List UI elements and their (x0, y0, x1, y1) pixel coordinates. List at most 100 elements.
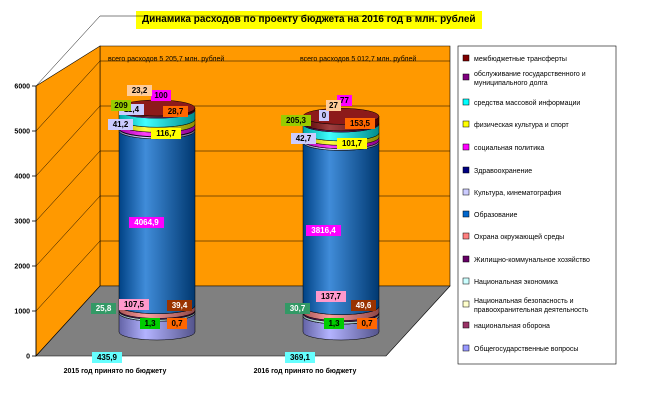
legend-label: Жилищно-коммунальное хозяйство (474, 256, 590, 264)
value-label-национальная-экономика-1: 39,4 (167, 300, 192, 311)
legend-item-общегосударственные-вопросы: Общегосударственные вопросы (462, 344, 578, 353)
value-label-bg (316, 291, 346, 302)
legend-label: Культура, кинематография (474, 190, 561, 197)
value-label-bg (285, 303, 310, 314)
x-category-label-2: 2016 год принято по бюджету (254, 367, 357, 375)
legend-label: Национальная экономика (474, 279, 558, 286)
value-label-жилищно-коммунальное-хозяйство-1: 25,8 (91, 303, 116, 314)
legend-item-национальная-безопасность-и-правоохранительная-деятельность: Национальная безопасность и правоохраните… (462, 297, 589, 314)
value-label-bg (291, 133, 316, 144)
legend-swatch (462, 98, 470, 106)
value-label-text: 30,7 (290, 304, 306, 313)
legend-swatch (462, 321, 470, 329)
legend-swatch (462, 255, 470, 263)
y-tick-label: 0 (26, 354, 30, 361)
value-label-охрана-окружающей-среды-2: 137,7 (316, 291, 346, 302)
value-label-социальная-политика-2: 77 (337, 95, 352, 106)
value-label-text: 28,7 (168, 107, 184, 116)
value-label-text: 0,7 (171, 319, 183, 328)
value-label-образование-1: 4064,9 (129, 217, 164, 228)
x-category-label-1: 2015 год принято по бюджету (64, 367, 167, 375)
value-label-text: 107,5 (124, 300, 145, 309)
value-label-bg (326, 100, 341, 111)
legend-item-физическая-культура-и-спорт: физическая культура и спорт (462, 120, 570, 129)
value-label-text: 101,7 (342, 139, 363, 148)
value-label-общегосударственные-вопросы-1: 435,9 (92, 352, 122, 363)
y-tick-label: 5000 (14, 129, 30, 136)
legend-item-обслуживание-государственного-и-муниципального-долга: обслуживание государственного и муниципал… (462, 70, 586, 87)
value-label-text: 116,7 (156, 129, 176, 138)
value-label-bg (319, 110, 329, 121)
value-label-национальная-оборона-1: 0,7 (167, 318, 187, 329)
value-label-bg (306, 225, 341, 236)
value-label-text: 1,3 (328, 319, 340, 328)
legend-item-здравоохранение: Здравоохранение (462, 166, 532, 175)
gridline-side (35, 240, 101, 312)
value-label-социальная-политика-1: 100 (151, 90, 171, 101)
value-label-bg (129, 217, 164, 228)
value-label-bg (163, 106, 188, 117)
legend-label: обслуживание государственного и муниципал… (474, 70, 586, 87)
value-label-bg (167, 318, 187, 329)
value-label-bg (357, 318, 377, 329)
legend-label: физическая культура и спорт (474, 122, 570, 129)
y-tick-label: 1000 (14, 309, 30, 316)
value-label-охрана-окружающей-среды-1: 107,5 (119, 299, 149, 310)
value-label-text: 209 (114, 101, 128, 110)
value-label-bg (345, 118, 375, 129)
legend-swatch (462, 188, 470, 196)
legend-label: межбюджетные трансферты (474, 55, 567, 63)
value-label-bg (285, 352, 315, 363)
legend-label: Здравоохранение (474, 168, 532, 175)
value-label-bg (108, 119, 133, 130)
value-label-bg (91, 303, 116, 314)
legend-swatch (462, 300, 470, 308)
legend-item-межбюджетные-трансферты: межбюджетные трансферты (462, 54, 567, 63)
value-label-text: 41,2 (113, 120, 129, 129)
legend-item-национальная-экономика: Национальная экономика (462, 277, 558, 286)
value-label-общегосударственные-вопросы-2: 369,1 (285, 352, 315, 363)
value-label-text: 27 (329, 101, 338, 110)
value-label-text: 435,9 (97, 353, 118, 362)
legend-label: Общегосударственные вопросы (474, 345, 578, 353)
value-label-жилищно-коммунальное-хозяйство-2: 30,7 (285, 303, 310, 314)
legend-item-образование: Образование (462, 210, 517, 219)
value-label-здравоохранение-1: 11,4 (119, 104, 144, 115)
value-label-text: 153,5 (350, 119, 371, 128)
value-label-национальная-экономика-2: 49,6 (351, 300, 376, 311)
legend-swatch (462, 120, 470, 128)
legend-box (457, 45, 617, 365)
legend-swatch (462, 277, 470, 285)
value-label-text: 369,1 (290, 353, 311, 362)
value-label-text: 100 (154, 91, 168, 100)
value-label-text: 4064,9 (134, 218, 159, 227)
plot-floor (35, 285, 451, 357)
value-label-bg (151, 128, 181, 139)
value-label-text: 25,8 (96, 304, 112, 313)
legend-item-средства-массовой-информации: средства массовой информации (462, 98, 580, 107)
value-label-text: 42,7 (296, 134, 312, 143)
total-annotation-2: всего расходов 5 012,7 млн. рублей (300, 55, 416, 63)
legend-swatch (462, 143, 470, 151)
value-label-физическая-культура-и-спорт-2: 101,7 (337, 138, 367, 149)
gridline-side (35, 150, 101, 222)
legend-label: Охрана окружающей среды (474, 233, 564, 241)
legend-swatch (462, 166, 470, 174)
legend-label: Образование (474, 211, 517, 219)
value-label-bg (351, 300, 376, 311)
value-label-text: 39,4 (172, 301, 188, 310)
value-label-средства-массовой-информации-1: 209 (111, 100, 131, 111)
value-label-text: 1,3 (144, 319, 156, 328)
gridline-side (35, 195, 101, 267)
value-label-здравоохранение-2: 0 (319, 110, 329, 121)
y-tick-label: 6000 (14, 84, 30, 91)
value-label-bg (281, 115, 311, 126)
legend-item-культура-кинематография: Культура, кинематография (462, 188, 561, 197)
legend-swatch (462, 210, 470, 218)
legend-label: средства массовой информации (474, 99, 580, 107)
value-label-межбюджетные-трансферты-1: 28,7 (163, 106, 188, 117)
value-label-bg (324, 318, 344, 329)
value-label-обслуживание-государственного-и-муниципального-долга-1: 23,2 (127, 85, 152, 96)
